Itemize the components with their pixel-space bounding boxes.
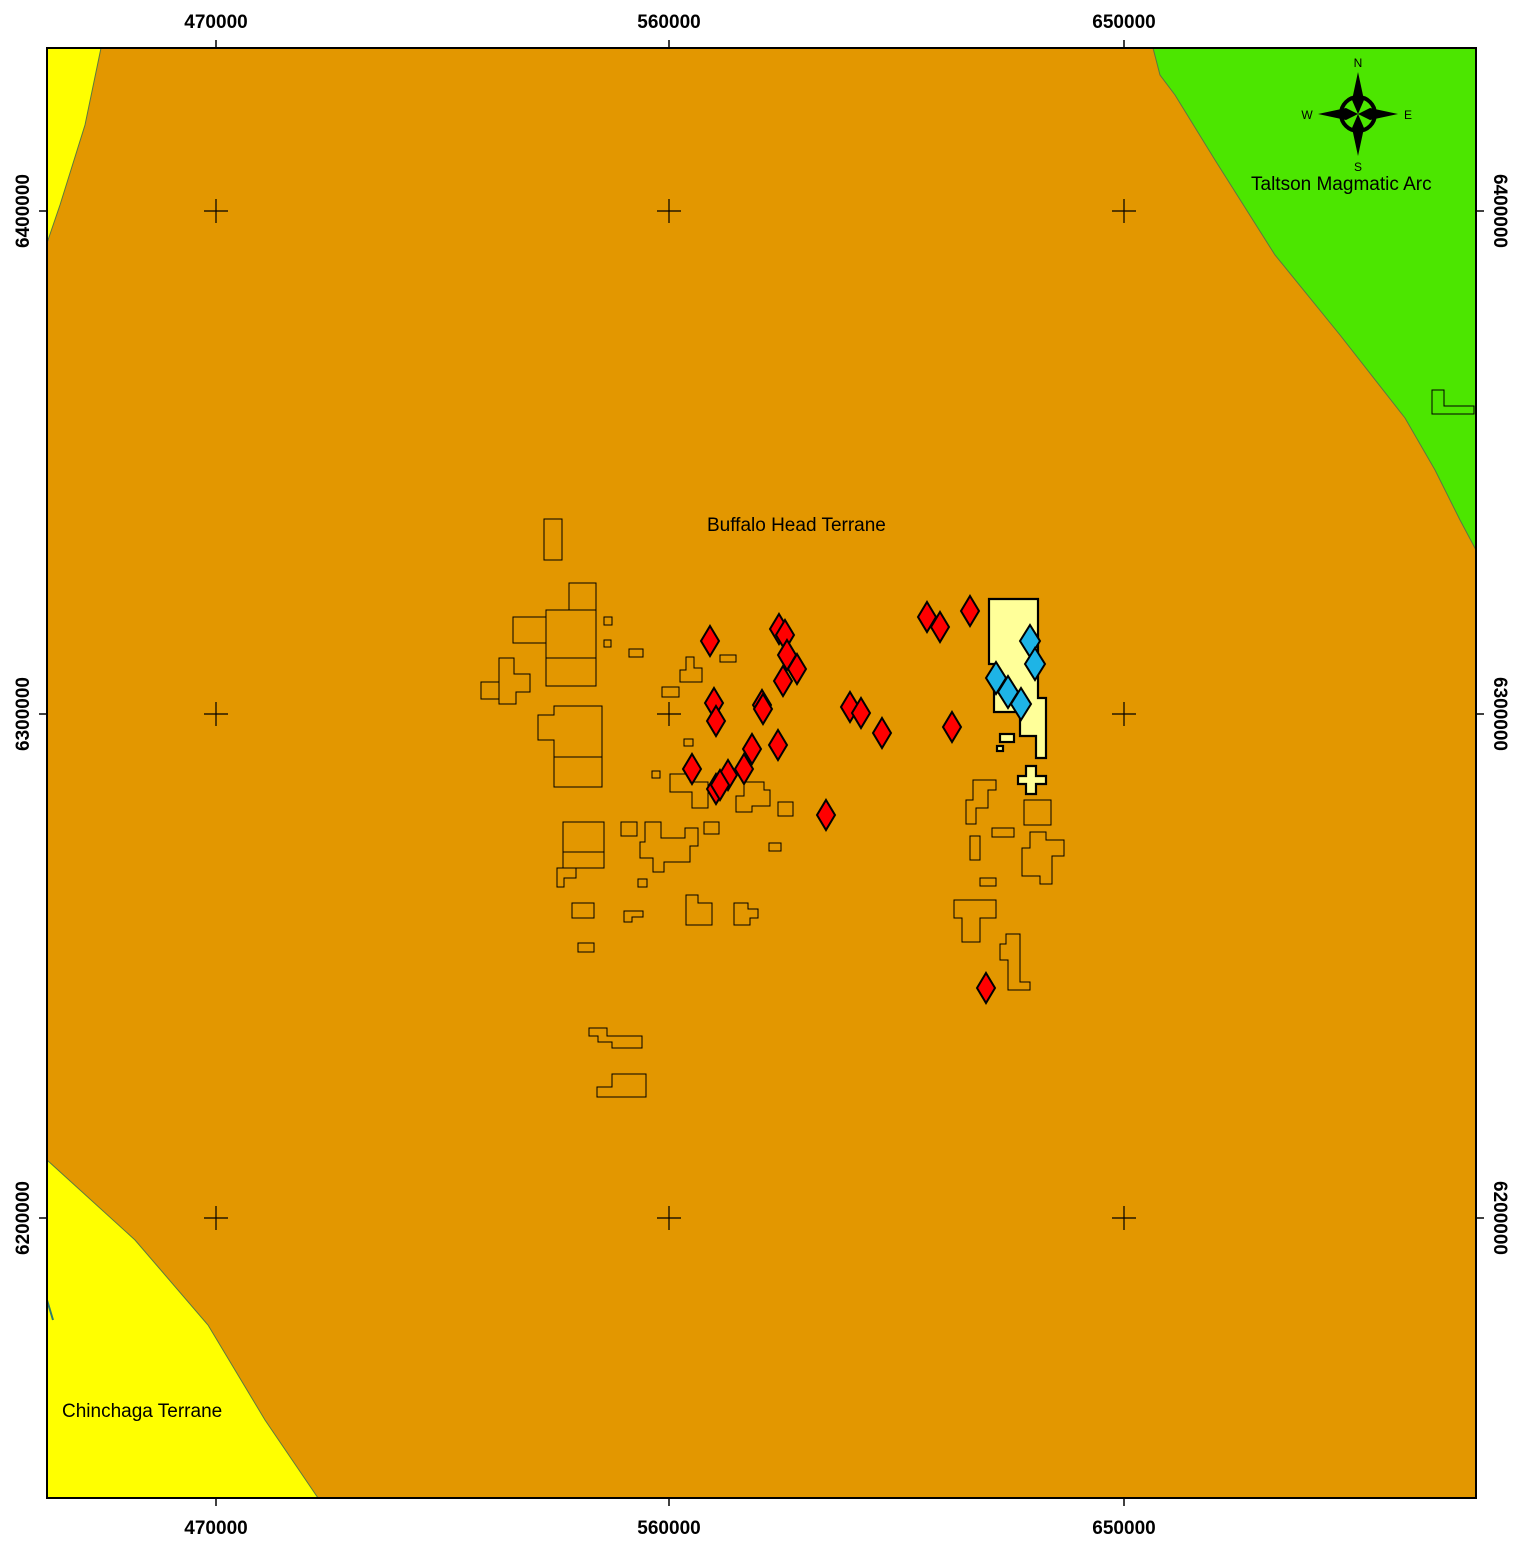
red-marker — [871, 716, 893, 750]
label-buffalo-head-terrane: Buffalo Head Terrane — [707, 515, 886, 536]
red-marker — [959, 594, 981, 628]
north-arrow-icon: N S W E — [1301, 56, 1412, 174]
x-tick-label-bottom-2: 560000 — [637, 1518, 700, 1539]
red-marker — [772, 664, 794, 698]
buffalo-head-terrane-area — [47, 48, 1476, 1498]
x-tick-label-top-1: 470000 — [184, 12, 247, 33]
x-tick-label-bottom-3: 650000 — [1092, 1518, 1155, 1539]
claim-outlines — [480, 389, 1475, 1098]
red-marker — [929, 610, 951, 644]
red-marker — [733, 752, 755, 786]
x-tick-label-bottom-1: 470000 — [184, 1518, 247, 1539]
red-marker — [681, 752, 703, 786]
blue-marker — [1023, 646, 1047, 682]
red-marker — [705, 704, 727, 738]
red-marker — [767, 728, 789, 762]
red-marker — [752, 692, 774, 726]
map-frame — [46, 47, 1477, 1499]
y-tick-label-right-1: 6400000 — [1489, 174, 1510, 248]
red-marker — [741, 732, 763, 766]
x-tick-label-top-3: 650000 — [1092, 12, 1155, 33]
compass-w: W — [1301, 108, 1313, 122]
compass-e: E — [1404, 108, 1412, 122]
y-tick-label-right-3: 6200000 — [1489, 1181, 1510, 1255]
blue-marker — [1009, 686, 1033, 722]
red-marker — [975, 971, 997, 1005]
y-tick-label-left-3: 6200000 — [13, 1181, 34, 1255]
label-taltson-magmatic-arc: Taltson Magmatic Arc — [1251, 174, 1432, 195]
label-chinchaga-terrane: Chinchaga Terrane — [62, 1401, 222, 1422]
blue-markers — [984, 623, 1047, 722]
y-tick-label-left-1: 6400000 — [13, 174, 34, 248]
y-tick-label-right-2: 6300000 — [1489, 677, 1510, 751]
red-marker — [815, 798, 837, 832]
compass-n: N — [1354, 56, 1363, 70]
red-marker — [709, 768, 731, 802]
red-marker — [850, 696, 872, 730]
red-markers — [681, 594, 997, 1005]
red-marker — [699, 624, 721, 658]
frame-ticks — [39, 40, 1484, 1506]
x-tick-label-top-2: 560000 — [637, 12, 700, 33]
grid-crosses — [204, 199, 1136, 1230]
y-tick-label-left-2: 6300000 — [13, 677, 34, 751]
red-marker — [941, 710, 963, 744]
red-marker — [786, 652, 808, 686]
compass-s: S — [1354, 160, 1362, 174]
